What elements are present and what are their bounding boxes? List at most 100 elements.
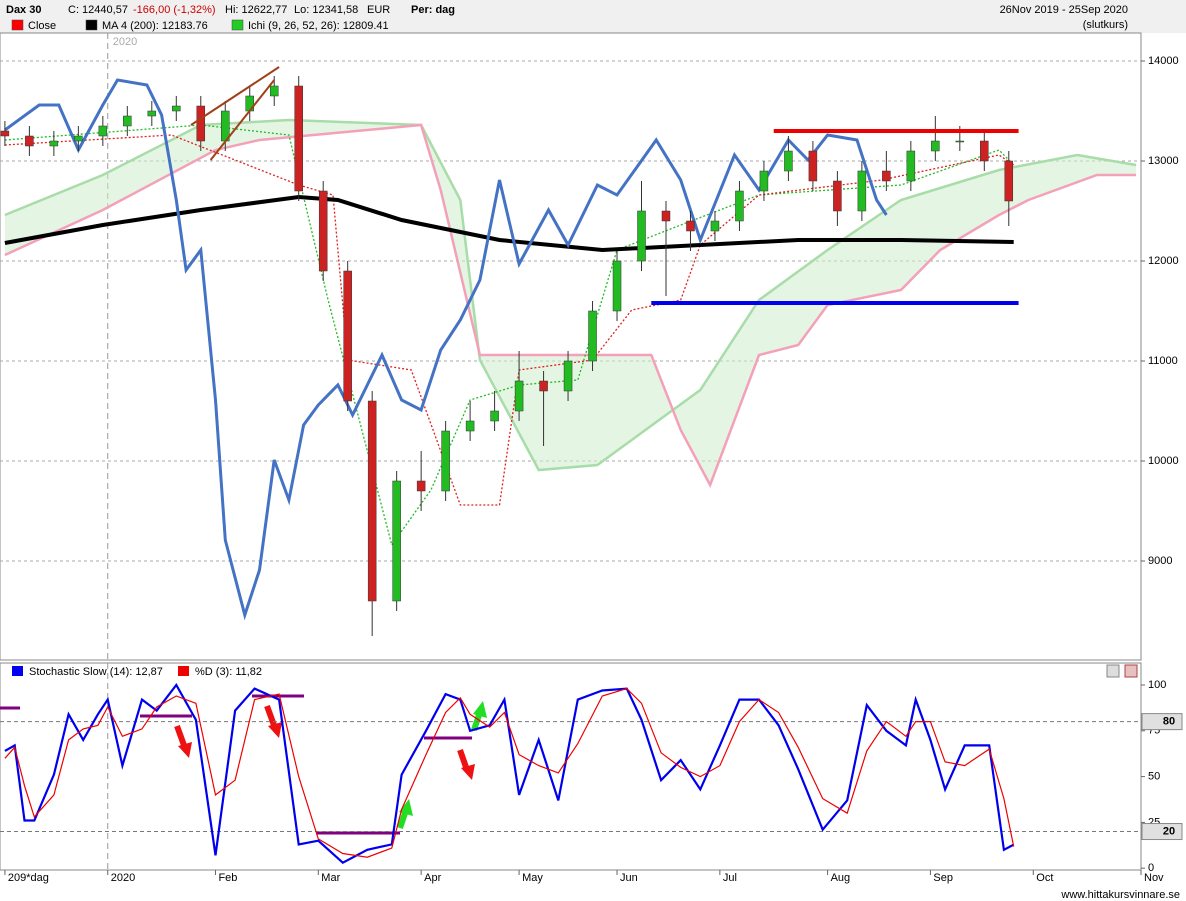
reference-label-box	[1141, 823, 1183, 841]
candle-body	[686, 220, 695, 232]
y-tick-label: 100	[1148, 679, 1166, 691]
y-tick-label: 10000	[1148, 455, 1179, 467]
y-tick-label: 9000	[1148, 555, 1172, 567]
x-tick-label: Nov	[1144, 872, 1164, 884]
signal-arrows	[174, 701, 487, 829]
stochastic-line	[4, 683, 1015, 865]
candle-body	[269, 85, 279, 97]
candle-body	[612, 260, 622, 312]
y-tick-label: 50	[1148, 770, 1160, 782]
zoom-button[interactable]	[1106, 664, 1120, 678]
chart-title: Dax 30	[6, 4, 41, 16]
close-button[interactable]	[1124, 664, 1138, 678]
overlay-line	[4, 78, 888, 621]
candle-body	[661, 210, 671, 222]
candle-body	[343, 270, 352, 402]
candle-body	[318, 190, 328, 272]
date-range: 26Nov 2019 - 25Sep 2020	[1000, 4, 1128, 16]
x-tick-label: Sep	[933, 872, 953, 884]
candle-body	[367, 400, 377, 602]
x-tick-label: Aug	[831, 872, 851, 884]
ma-line	[4, 194, 1014, 253]
price-basis: (slutkurs)	[1083, 19, 1128, 31]
candle-body	[98, 125, 108, 137]
price-panel	[0, 32, 1142, 661]
candle-body	[784, 150, 793, 172]
high-label: Hi: 12622,77	[225, 4, 287, 16]
candle-body	[49, 140, 59, 147]
trend-line	[190, 66, 280, 126]
x-tick-label: Oct	[1036, 872, 1053, 884]
currency: EUR	[367, 4, 390, 16]
y-tick-label: 12000	[1148, 255, 1179, 267]
header-bar	[0, 0, 1186, 33]
y-tick-label: 11000	[1148, 355, 1178, 367]
candle-body	[465, 420, 475, 432]
candle-body	[123, 115, 132, 127]
level-markers	[0, 694, 472, 835]
trend-line	[209, 79, 275, 161]
x-tick-label: Feb	[218, 872, 237, 884]
x-tick-label: Mar	[321, 872, 340, 884]
candle-body	[196, 105, 206, 142]
candle-body	[710, 220, 720, 232]
stochastic-panel	[0, 662, 1142, 871]
x-tick-label: Apr	[424, 872, 441, 884]
footer: www.hittakursvinnare.se	[1060, 889, 1180, 901]
candle-body	[955, 140, 965, 143]
candle-body	[441, 430, 450, 492]
legend-swatch	[85, 19, 98, 31]
legend-swatch	[11, 19, 24, 31]
legend-swatch	[178, 666, 189, 676]
candle-body	[588, 310, 597, 362]
candle-body	[931, 140, 940, 152]
legend-swatch	[231, 19, 244, 31]
legend-label: Close	[28, 20, 56, 32]
candle-body	[490, 410, 499, 422]
candle-body	[906, 150, 916, 182]
reference-label: 80	[1163, 716, 1175, 728]
y-tick-label: 14000	[1148, 55, 1179, 67]
y-tick-label: 13000	[1148, 155, 1179, 167]
candle-body	[1004, 160, 1014, 202]
candle-body	[294, 85, 303, 192]
cloud-edge	[4, 123, 1137, 489]
x-tick-label: 2020	[111, 872, 135, 884]
candle-body	[539, 380, 548, 392]
candle-body	[147, 110, 157, 117]
x-tick-label: May	[522, 872, 543, 884]
candle-body	[172, 105, 181, 112]
candle-body	[74, 135, 83, 142]
candle-body	[735, 190, 744, 222]
candle-body	[25, 135, 34, 147]
change-label: -166,00 (-1,32%)	[133, 4, 216, 16]
candle-body	[759, 170, 769, 192]
candle-body	[637, 210, 646, 262]
x-tick-label: 209*dag	[8, 872, 49, 884]
low-label: Lo: 12341,58	[294, 4, 358, 16]
candle-body	[980, 140, 989, 162]
x-tick-label: Jul	[723, 872, 737, 884]
reference-label: 20	[1163, 825, 1175, 837]
legend-swatch	[12, 666, 23, 676]
close-label: C: 12440,57	[68, 4, 128, 16]
legend-label: Ichi (9, 26, 52, 26): 12809.41	[248, 20, 389, 32]
y-tick-label: 0	[1148, 862, 1154, 874]
candle-body	[808, 150, 818, 182]
reference-label-box	[1141, 713, 1183, 731]
candle-body	[882, 170, 891, 182]
stochastic-line	[4, 687, 1015, 858]
candle-body	[392, 480, 401, 602]
year-watermark: 2020	[113, 36, 137, 48]
candle-body	[833, 180, 842, 212]
candle-body	[0, 130, 10, 137]
legend-label: %D (3): 11,82	[195, 666, 262, 678]
cloud-edge	[4, 118, 1137, 472]
ichimoku-cloud	[4, 120, 1137, 485]
x-tick-label: Jun	[620, 872, 638, 884]
candle-body	[514, 380, 524, 412]
candle-body	[857, 170, 867, 212]
candle-body	[563, 360, 573, 392]
legend-label: Stochastic Slow (14): 12,87	[29, 666, 163, 678]
